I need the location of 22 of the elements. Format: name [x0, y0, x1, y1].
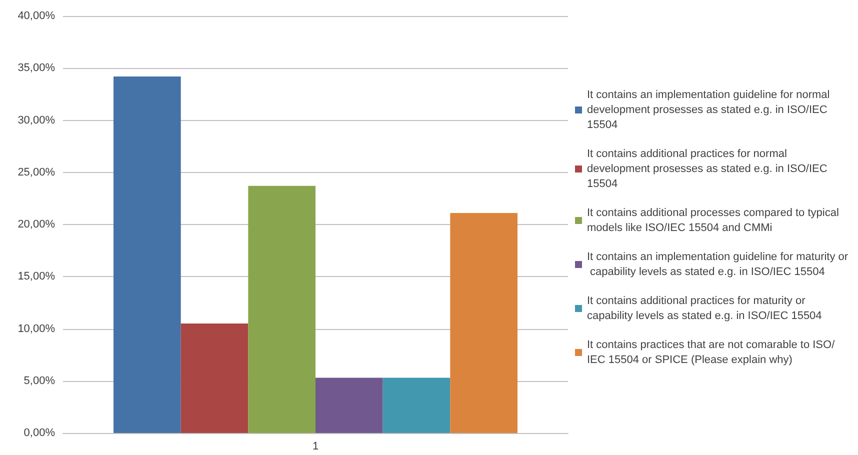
bar — [248, 186, 316, 433]
bar — [382, 378, 450, 433]
y-tick-label: 20,00% — [18, 218, 56, 230]
legend-label: It contains an implementation guideline for normal development prosesses as stated e.g. in ISO/IEC 15504 — [587, 89, 833, 131]
legend-label: It contains additional processes compared to typical models like ISO/IEC 15504 and CMMi — [587, 207, 842, 234]
bar — [316, 378, 383, 433]
bar — [450, 213, 518, 433]
bar — [114, 76, 181, 433]
legend-label: It contains additional practices for maturity or capability levels as stated e.g. in ISO/IEC 15504 — [587, 295, 822, 322]
legend-label: It contains an implementation guideline for maturity or capability levels as stated e.g. in ISO/IEC 15504 — [587, 251, 848, 278]
y-tick-label: 10,00% — [18, 322, 56, 335]
y-tick-label: 25,00% — [18, 166, 56, 178]
y-tick-label: 35,00% — [18, 62, 56, 74]
y-tick-label: 0,00% — [24, 427, 56, 439]
legend-label: It contains practices that are not comarable to ISO/IEC 15504 or SPICE (Please explain why) — [587, 339, 836, 366]
legend-label: It contains additional practices for normal development prosesses as stated e.g. in ISO/IEC 15504 — [587, 148, 830, 190]
y-tick-label: 40,00% — [18, 10, 56, 22]
y-tick-label: 15,00% — [18, 270, 56, 283]
y-tick-label: 30,00% — [18, 114, 56, 126]
y-tick-label: 5,00% — [24, 374, 56, 387]
x-tick-label: 1 — [312, 440, 319, 452]
bar — [180, 324, 248, 433]
